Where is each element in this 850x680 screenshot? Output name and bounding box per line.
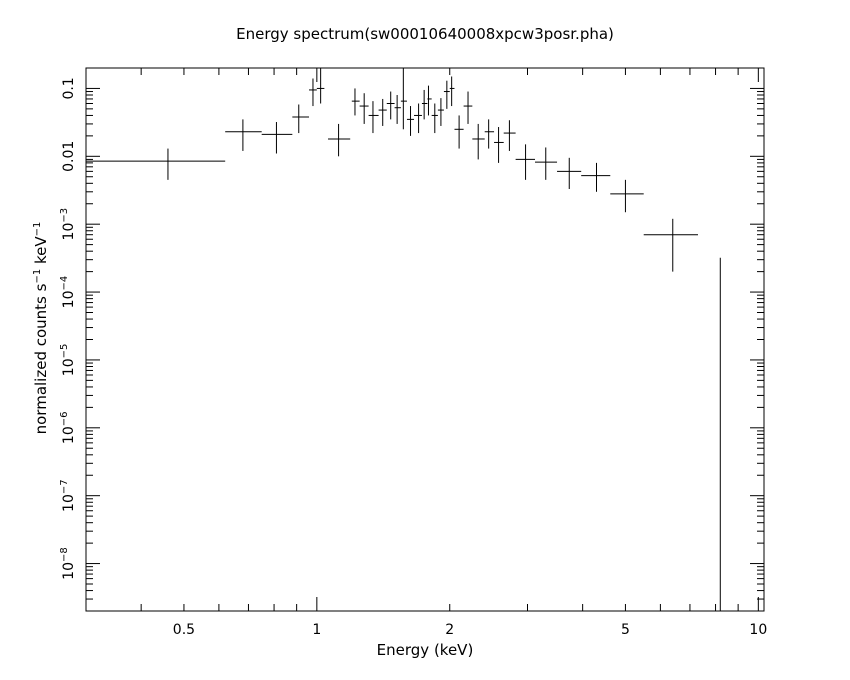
data-point <box>359 93 369 124</box>
data-point <box>292 104 310 134</box>
y-tick-label: 10−5 <box>59 344 77 377</box>
data-point <box>368 101 379 134</box>
data-point <box>581 162 611 192</box>
x-tick-label: 10 <box>749 622 767 638</box>
data-point <box>86 148 226 180</box>
data-point <box>351 88 360 116</box>
x-axis-label: Energy (keV) <box>377 641 474 659</box>
x-tick-label: 5 <box>621 622 630 638</box>
data-point <box>386 91 395 120</box>
plot-frame <box>85 67 765 612</box>
y-tick-label: 10−3 <box>59 208 77 241</box>
y-label-sup1: −1 <box>32 269 43 284</box>
data-point <box>557 157 582 189</box>
data-point <box>449 76 455 107</box>
y-tick-label: 10−4 <box>59 276 77 309</box>
y-tick-label: 10−8 <box>59 547 77 580</box>
data-point <box>261 122 293 154</box>
data-point <box>309 78 317 107</box>
data-point <box>515 144 536 180</box>
y-label-main: normalized counts s <box>32 283 50 434</box>
data-point <box>484 119 495 149</box>
data-point <box>610 179 644 213</box>
data-point <box>503 120 516 151</box>
data-point <box>316 68 325 104</box>
x-tick-label: 0.5 <box>173 622 195 638</box>
x-tick-label: 1 <box>312 622 321 638</box>
y-axis-label: normalized counts s−1 keV−1 <box>32 222 50 435</box>
y-tick-label: 10−7 <box>59 479 77 512</box>
data-point <box>472 123 485 160</box>
data-point <box>414 103 422 134</box>
data-point <box>431 103 438 134</box>
y-label-sup2: −1 <box>32 222 43 237</box>
data-point <box>437 98 444 126</box>
data-point <box>378 98 387 126</box>
data-point <box>394 95 401 124</box>
data-point <box>406 106 415 136</box>
y-label-mid: keV <box>32 236 50 269</box>
y-tick-label: 0.01 <box>61 141 77 172</box>
chart-title: Energy spectrum(sw00010640008xpcw3posr.p… <box>236 25 614 43</box>
data-point <box>421 89 428 120</box>
y-tick-label: 0.1 <box>61 77 77 99</box>
tick-labels: 0.5 1 2 5 10 0.1 0.01 10−3 10−4 10−5 10−6 10−7 10−8 <box>59 77 767 638</box>
data-point <box>454 115 464 149</box>
data-point <box>535 147 558 180</box>
data-point <box>463 91 473 124</box>
data-point <box>643 218 698 272</box>
data-point <box>494 127 504 163</box>
x-tick-label: 2 <box>445 622 454 638</box>
plot-area <box>86 68 721 611</box>
data-point <box>400 68 407 130</box>
axes <box>85 67 765 612</box>
data-point <box>427 85 432 116</box>
data-point <box>328 123 351 157</box>
data-point <box>443 80 450 109</box>
data-point <box>225 119 262 151</box>
y-tick-label: 10−6 <box>59 412 77 445</box>
